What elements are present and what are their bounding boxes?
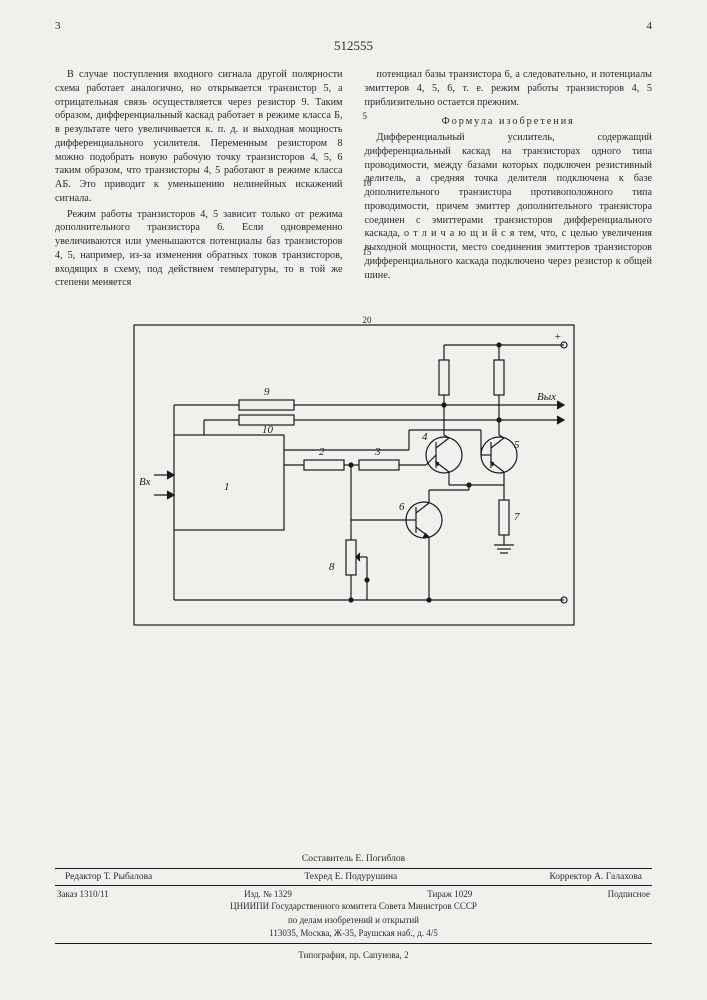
footer-org2: по делам изобретений и открытий — [55, 915, 652, 927]
page-num-right: 4 — [647, 20, 653, 32]
footer-zakaz: Заказ 1310/11 — [57, 889, 109, 899]
label-10: 10 — [262, 424, 274, 436]
line-num-10: 10 — [363, 177, 372, 189]
footer-org3: 113035, Москва, Ж-35, Раушская наб., д. … — [55, 928, 652, 940]
formula-title: Формула изобретения — [365, 115, 653, 129]
line-num-5: 5 — [363, 110, 368, 122]
footer-sostavitel: Составитель Е. Погиблов — [55, 854, 652, 864]
label-5: 5 — [514, 439, 520, 451]
line-num-15: 15 — [363, 246, 372, 258]
footer-podpisnoe: Подписное — [608, 889, 650, 899]
right-p2: Дифференциальный усилитель, содержащий д… — [365, 131, 653, 282]
label-9: 9 — [264, 386, 270, 398]
footer-korrektor: Корректор А. Галахова — [549, 872, 642, 882]
left-p2: Режим работы транзисторов 4, 5 зависит т… — [55, 208, 343, 291]
left-p1: В случае поступления входного сигнала др… — [55, 68, 343, 206]
label-3: 3 — [374, 446, 381, 458]
footer: Составитель Е. Погиблов Редактор Т. Рыба… — [55, 854, 652, 960]
footer-izd: Изд. № 1329 — [244, 889, 292, 899]
label-4: 4 — [422, 431, 428, 443]
label-7: 7 — [514, 511, 520, 523]
label-8: 8 — [329, 561, 335, 573]
label-plus: + — [554, 331, 561, 343]
left-column: В случае поступления входного сигнала др… — [55, 68, 343, 292]
text-columns: В случае поступления входного сигнала др… — [55, 68, 652, 292]
footer-typography: Типография, пр. Сапунова, 2 — [55, 950, 652, 960]
label-2: 2 — [319, 446, 325, 458]
footer-tirazh: Тираж 1029 — [427, 889, 472, 899]
line-num-20: 20 — [363, 314, 372, 326]
label-6: 6 — [399, 501, 405, 513]
right-column: 5 10 15 20 потенциал базы транзистора 6,… — [365, 68, 653, 292]
label-1: 1 — [224, 481, 230, 493]
circuit-diagram: 1 Вх 9 10 Вых — [109, 320, 599, 660]
patent-number: 512555 — [55, 38, 652, 54]
footer-tehred: Техред Е. Подурушина — [304, 872, 397, 882]
right-p1: потенциал базы транзистора 6, а следоват… — [365, 68, 653, 109]
page-num-left: 3 — [55, 20, 61, 32]
label-vx: Вх — [139, 476, 151, 488]
footer-org1: ЦНИИПИ Государственного комитета Совета … — [55, 901, 652, 913]
label-vyh: Вых — [537, 391, 556, 403]
footer-redaktor: Редактор Т. Рыбалова — [65, 872, 152, 882]
